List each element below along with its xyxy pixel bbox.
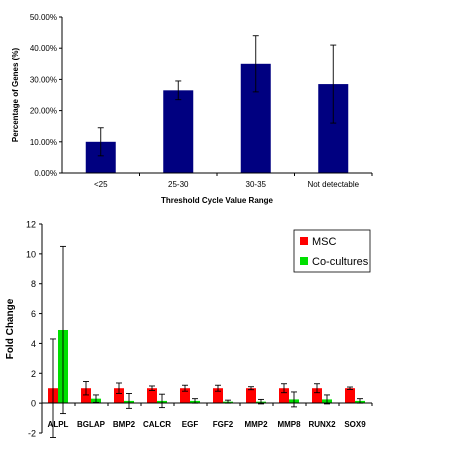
x-tick-label: MMP8 <box>277 420 301 429</box>
legend-swatch-msc <box>300 237 308 245</box>
bar-msc-calcr <box>147 388 157 404</box>
y-axis-label: Percentage of Genes (%) <box>11 48 20 143</box>
y-tick-label: 10 <box>26 249 36 259</box>
y-tick-label: 0.00% <box>34 169 57 178</box>
y-tick-label: 20.00% <box>30 107 57 116</box>
bar-msc-mmp8 <box>279 388 289 404</box>
y-tick-label: 4 <box>31 339 36 349</box>
y-tick-label: 12 <box>26 220 36 230</box>
x-tick-labels: <25 25-30 30-35 Not detectable <box>94 173 373 189</box>
y-tick-label: 30.00% <box>30 75 57 84</box>
y-tick-label: 8 <box>31 279 36 289</box>
x-tick-label: EGF <box>182 420 199 429</box>
bar-msc-mmp2 <box>246 388 256 404</box>
x-axis-label: Threshold Cycle Value Range <box>161 196 274 205</box>
bar-25-30 <box>163 90 194 173</box>
x-tick-label: 30-35 <box>246 180 267 189</box>
chart-top-percentage-of-genes: Percentage of Genes (%) Threshold Cycle … <box>11 13 373 205</box>
legend-swatch-co-cultures <box>300 257 308 265</box>
bar-msc-bglap <box>81 388 91 404</box>
x-tick-label: <25 <box>94 180 108 189</box>
y-tick-label: 0 <box>31 399 36 409</box>
bars <box>85 35 349 173</box>
x-tick-label: MMP2 <box>244 420 268 429</box>
y-tick-label: 6 <box>31 309 36 319</box>
y-tick-label: 10.00% <box>30 138 57 147</box>
x-tick-label: 25-30 <box>168 180 189 189</box>
bar-msc-bmp2 <box>114 388 124 404</box>
y-tick-label: -2 <box>28 429 36 439</box>
x-tick-label: BGLAP <box>77 420 106 429</box>
y-tick-label: 50.00% <box>30 13 57 22</box>
legend-label-msc: MSC <box>312 236 337 248</box>
chart-bottom-fold-change: Fold Change -2 0 2 4 6 8 10 12 ALPL BGLAP BMP2 CAL… <box>5 220 373 439</box>
x-tick-labels: ALPL BGLAP BMP2 CALCR EGF FGF2 MMP2 MMP8 RUNX2 SO… <box>48 403 373 429</box>
x-tick-label: Not detectable <box>307 180 359 189</box>
y-tick-label: 40.00% <box>30 44 57 53</box>
x-tick-label: ALPL <box>48 420 69 429</box>
y-axis-label: Fold Change <box>5 298 16 359</box>
y-ticks: -2 0 2 4 6 8 10 12 <box>26 220 42 439</box>
bar-msc-egf <box>180 388 190 404</box>
bar-msc-sox9 <box>345 388 355 404</box>
x-tick-label: FGF2 <box>213 420 234 429</box>
bar-msc-runx2 <box>312 388 322 404</box>
x-tick-label: SOX9 <box>344 420 366 429</box>
x-tick-label: BMP2 <box>113 420 136 429</box>
y-ticks: 0.00% 10.00% 20.00% 30.00% 40.00% 50.00% <box>30 13 62 178</box>
bar-msc-fgf2 <box>213 388 223 404</box>
legend: MSC Co-cultures <box>293 229 371 273</box>
x-tick-label: RUNX2 <box>308 420 336 429</box>
y-tick-label: 2 <box>31 369 36 379</box>
x-tick-label: CALCR <box>143 420 171 429</box>
legend-label-co-cultures: Co-cultures <box>312 256 369 268</box>
bars <box>48 245 365 438</box>
